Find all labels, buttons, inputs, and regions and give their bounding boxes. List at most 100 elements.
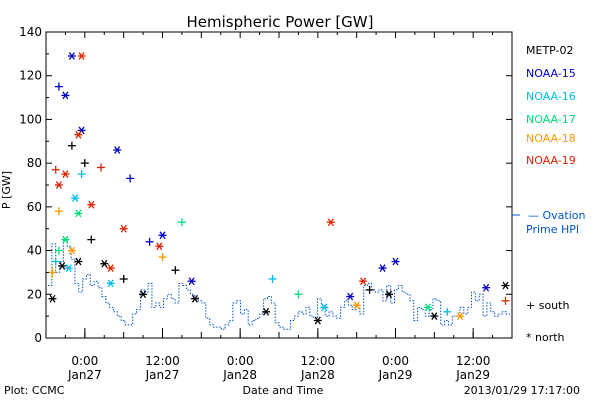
x-tick-label-date: Jan28 bbox=[222, 368, 257, 382]
data-point bbox=[158, 253, 167, 262]
marker-stroke bbox=[392, 257, 399, 266]
marker-stroke bbox=[188, 277, 195, 286]
marker-stroke bbox=[55, 181, 62, 189]
marker-stroke bbox=[156, 242, 163, 251]
data-point bbox=[145, 237, 154, 246]
data-point bbox=[385, 290, 393, 299]
legend-entry: NOAA-17 bbox=[526, 113, 576, 126]
marker-stroke bbox=[75, 209, 82, 218]
data-point bbox=[139, 290, 148, 299]
marker-stroke bbox=[385, 290, 393, 299]
data-point bbox=[74, 257, 83, 266]
data-point bbox=[320, 303, 329, 312]
x-tick-label-date: Jan28 bbox=[300, 368, 335, 382]
data-point bbox=[51, 165, 60, 174]
data-point bbox=[482, 283, 491, 292]
data-point bbox=[64, 264, 73, 272]
y-tick-label: 60 bbox=[27, 200, 42, 214]
data-point bbox=[77, 170, 86, 179]
marker-stroke bbox=[59, 262, 66, 270]
data-point bbox=[71, 194, 80, 202]
data-point bbox=[77, 52, 86, 60]
marker-stroke bbox=[353, 301, 360, 310]
y-tick-label: 0 bbox=[34, 331, 42, 345]
plot-frame bbox=[45, 31, 513, 339]
data-point bbox=[61, 170, 70, 178]
marker-stroke bbox=[191, 294, 198, 303]
marker-stroke bbox=[457, 312, 464, 320]
data-point bbox=[378, 264, 387, 272]
north-marker-legend: * north bbox=[526, 331, 565, 344]
legend-entry: NOAA-16 bbox=[526, 90, 576, 103]
marker-stroke bbox=[431, 312, 438, 320]
data-point bbox=[313, 316, 322, 325]
marker-stroke bbox=[120, 224, 127, 233]
plot-timestamp: 2013/01/29 17:17:00 bbox=[464, 384, 580, 397]
data-point bbox=[423, 303, 432, 312]
data-point bbox=[456, 312, 465, 320]
legend-entry: METP-02 bbox=[526, 44, 574, 57]
data-point bbox=[262, 307, 271, 316]
x-tick-label-time: 12:00 bbox=[145, 354, 180, 368]
data-point bbox=[187, 277, 196, 286]
data-point bbox=[119, 224, 128, 233]
marker-stroke bbox=[424, 303, 431, 312]
data-point bbox=[359, 277, 368, 286]
data-point bbox=[87, 200, 96, 209]
ovation-legend-line2: Prime HPI bbox=[526, 223, 579, 236]
data-point bbox=[54, 82, 63, 91]
data-point bbox=[87, 235, 96, 244]
x-tick-label-time: 12:00 bbox=[456, 354, 491, 368]
data-point bbox=[119, 275, 128, 283]
data-point bbox=[77, 126, 86, 135]
data-point bbox=[100, 259, 109, 268]
y-tick-label: 120 bbox=[19, 69, 42, 83]
data-point bbox=[48, 294, 57, 303]
data-point bbox=[268, 275, 277, 283]
marker-stroke bbox=[62, 235, 69, 244]
data-point bbox=[177, 218, 186, 227]
x-tick-label-time: 0:00 bbox=[71, 354, 98, 368]
marker-stroke bbox=[140, 290, 147, 299]
data-point bbox=[54, 246, 63, 255]
marker-stroke bbox=[502, 281, 509, 290]
marker-stroke bbox=[75, 257, 82, 266]
legend: METP-02 NOAA-15 NOAA-16 NOAA-17 NOAA-18 … bbox=[512, 44, 586, 344]
data-point bbox=[74, 209, 83, 218]
marker-stroke bbox=[75, 130, 82, 139]
data-point bbox=[61, 235, 70, 244]
data-point bbox=[113, 146, 122, 154]
marker-stroke bbox=[107, 279, 114, 288]
data-point bbox=[67, 141, 76, 150]
data-point bbox=[54, 207, 63, 216]
marker-stroke bbox=[263, 307, 270, 316]
data-point bbox=[155, 242, 164, 251]
data-point bbox=[51, 257, 60, 266]
marker-stroke bbox=[321, 303, 328, 312]
y-axis-label: P [GW] bbox=[0, 171, 13, 209]
x-tick-label-date: Jan27 bbox=[145, 368, 180, 382]
x-tick-label-date: Jan27 bbox=[67, 368, 102, 382]
data-point bbox=[106, 264, 115, 272]
data-point bbox=[58, 262, 67, 270]
marker-stroke bbox=[49, 294, 56, 303]
legend-entry: NOAA-15 bbox=[526, 67, 576, 80]
marker-stroke bbox=[347, 292, 354, 301]
y-tick-label: 20 bbox=[27, 287, 42, 301]
marker-stroke bbox=[65, 264, 72, 272]
ovation-hpi-line bbox=[48, 237, 510, 330]
ovation-legend-line1: — Ovation bbox=[528, 209, 586, 222]
marker-stroke bbox=[379, 264, 386, 272]
marker-stroke bbox=[72, 194, 79, 202]
data-point bbox=[190, 294, 199, 303]
data-point bbox=[294, 290, 303, 299]
data-point bbox=[126, 174, 135, 183]
data-point bbox=[48, 268, 57, 277]
x-tick-label-time: 0:00 bbox=[382, 354, 409, 368]
marker-stroke bbox=[360, 277, 367, 286]
data-point bbox=[391, 257, 400, 266]
marker-stroke bbox=[62, 170, 69, 178]
x-tick-label-time: 0:00 bbox=[227, 354, 254, 368]
data-point bbox=[443, 307, 452, 316]
